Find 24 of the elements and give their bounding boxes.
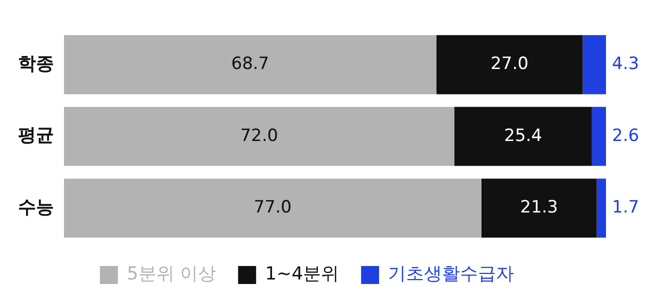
bar xyxy=(481,178,597,238)
data-label: 1.7 xyxy=(612,198,640,218)
data-label: 21.3 xyxy=(520,198,558,218)
data-label: 2.6 xyxy=(612,126,640,146)
y-tick-label: 평균 xyxy=(18,125,54,146)
bar xyxy=(436,35,583,94)
y-tick-label: 학종 xyxy=(18,53,54,74)
bar xyxy=(64,106,454,166)
bar xyxy=(592,106,606,166)
data-label: 27.0 xyxy=(490,54,528,74)
data-label: 4.3 xyxy=(612,54,640,74)
data-label: 68.7 xyxy=(231,54,270,74)
data-label: 77.0 xyxy=(254,198,292,218)
legend-label: 5분위 이상 xyxy=(126,264,216,285)
bar xyxy=(582,35,606,94)
data-label: 25.4 xyxy=(504,126,542,146)
bar xyxy=(64,35,436,94)
bar xyxy=(596,178,606,238)
legend-label: 1~4분위 xyxy=(265,264,340,285)
bar xyxy=(64,178,482,238)
bar xyxy=(454,106,592,166)
y-tick-label: 수능 xyxy=(18,196,54,218)
data-label: 72.0 xyxy=(240,126,278,146)
legend-label: 기초생활수급자 xyxy=(388,264,514,285)
